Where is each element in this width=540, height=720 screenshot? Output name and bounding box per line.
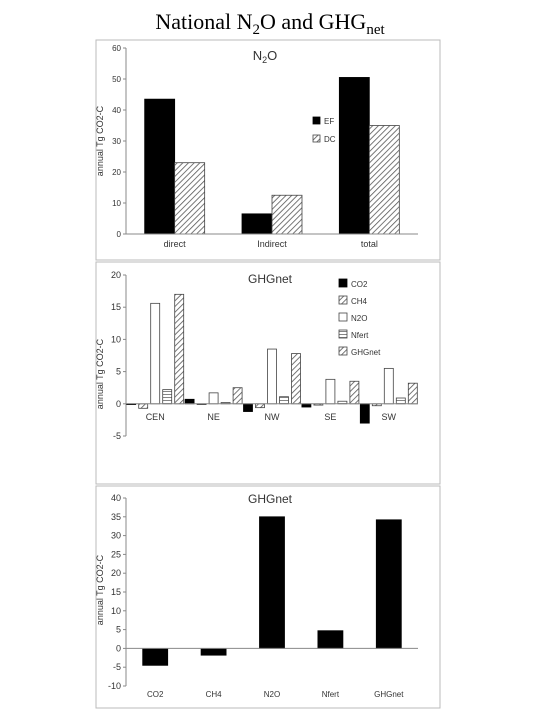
- y-tick-label: 35: [111, 512, 121, 522]
- x-category-label: NW: [265, 412, 280, 422]
- chart-ghgnet-regions: GHGnet annual Tg CO2-C -5 0 5 10 15 20 CEN NE NW…: [95, 261, 441, 485]
- x-category-label: total: [361, 239, 378, 249]
- bar-n2o-cen: [150, 302, 161, 405]
- y-tick-label: 5: [116, 367, 121, 377]
- legend-label: Nfert: [351, 331, 369, 340]
- x-category-label: N2O: [264, 690, 280, 699]
- y-tick-label: 50: [112, 75, 121, 84]
- y-tick-label: 25: [111, 549, 121, 559]
- chart-ghgnet-totals-title: GHGnet: [248, 492, 293, 506]
- bar-ch4-nw: [255, 403, 265, 409]
- legend-label: CH4: [351, 297, 368, 306]
- y-tick-label: 30: [111, 531, 121, 541]
- bar-co2-sw: [359, 403, 370, 424]
- bar-value-ghgnet: [375, 519, 402, 649]
- bar-ghgnet-se: [349, 380, 360, 405]
- x-category-label: SW: [382, 412, 397, 422]
- x-category-label: Indirect: [257, 239, 287, 249]
- bar-ghgnet-ne: [232, 387, 243, 405]
- x-category-label: SE: [324, 412, 336, 422]
- y-tick-label: 10: [111, 606, 121, 616]
- legend: EF DC: [312, 116, 336, 144]
- bar-nfert-sw: [395, 397, 406, 405]
- bar-n2o-se: [325, 378, 336, 405]
- bar-value-ch4: [200, 648, 227, 656]
- chart-ghgnet-totals: GHGnet annual Tg CO2-C -10 -5 0 5 10 15 20 25 30…: [95, 485, 441, 709]
- bar-nfert-nw: [279, 396, 289, 405]
- legend-swatch: [338, 346, 348, 356]
- bar-dc-indirect: [271, 194, 303, 235]
- x-category-label: NE: [207, 412, 220, 422]
- legend-swatch: [312, 116, 321, 125]
- legend-label: EF: [324, 117, 334, 126]
- legend-swatch: [338, 278, 348, 288]
- y-tick-label: 10: [112, 199, 121, 208]
- chart-n2o-title: N2O: [253, 48, 278, 65]
- y-tick-label: 0: [117, 230, 122, 239]
- y-tick-label: 15: [111, 587, 121, 597]
- y-tick-label: 30: [112, 137, 121, 146]
- y-tick-label: 5: [116, 625, 121, 635]
- bar-n2o-ne: [208, 392, 219, 405]
- legend-swatch: [338, 312, 348, 322]
- legend-label: CO2: [351, 280, 368, 289]
- legend-swatch: [312, 134, 321, 143]
- y-tick-label: 0: [116, 399, 121, 409]
- bar-ghgnet-nw: [291, 353, 301, 405]
- legend-swatch: [338, 329, 348, 339]
- y-tick-label: 20: [112, 168, 121, 177]
- y-tick-label: -5: [113, 662, 121, 672]
- y-tick-label: -5: [113, 431, 121, 441]
- chart-n2o: N2O annual Tg CO2-C 0 10 20 30 40 50 60 direct I…: [95, 39, 441, 261]
- legend-label: DC: [324, 135, 336, 144]
- legend-swatch: [338, 295, 348, 305]
- bar-n2o-nw: [267, 348, 277, 405]
- bar-ef-direct: [144, 98, 176, 235]
- bar-value-nfert: [317, 630, 344, 649]
- legend-label: N2O: [351, 314, 367, 323]
- y-tick-label: 40: [112, 106, 121, 115]
- y-tick-label: 20: [111, 568, 121, 578]
- bar-nfert-cen: [162, 389, 173, 405]
- legend-label: GHGnet: [351, 348, 381, 357]
- chart-ghgnet-regions-title: GHGnet: [248, 272, 293, 286]
- chart-ghgnet-totals-ylabel: annual Tg CO2-C: [95, 554, 105, 625]
- y-tick-label: 40: [111, 493, 121, 503]
- y-tick-label: 0: [116, 643, 121, 653]
- bar-ch4-cen: [138, 403, 149, 409]
- bar-value-co2: [142, 648, 169, 666]
- page-title: National N2O and GHGnet: [155, 9, 385, 38]
- bar-n2o-sw: [383, 367, 394, 405]
- bar-dc-total: [368, 125, 400, 235]
- bar-ghgnet-cen: [174, 293, 185, 405]
- legend: CO2 CH4 N2O Nfert GHGnet: [338, 278, 381, 357]
- y-tick-label: 20: [111, 270, 121, 280]
- bar-dc-direct: [174, 162, 206, 235]
- y-tick-label: -10: [108, 681, 121, 691]
- x-category-label: CEN: [146, 412, 165, 422]
- bar-co2-ne: [184, 398, 195, 405]
- x-category-label: GHGnet: [374, 690, 404, 699]
- y-tick-label: 60: [112, 44, 121, 53]
- x-category-label: direct: [164, 239, 187, 249]
- x-category-label: CO2: [147, 690, 164, 699]
- x-category-label: CH4: [206, 690, 223, 699]
- y-tick-label: 15: [111, 302, 121, 312]
- bar-value-n2o: [259, 516, 285, 649]
- bar-ef-indirect: [241, 213, 273, 235]
- chart-n2o-ylabel: annual Tg CO2-C: [95, 105, 105, 176]
- y-tick-label: 10: [111, 334, 121, 344]
- bar-ghgnet-sw: [407, 382, 418, 405]
- x-category-label: Nfert: [322, 690, 340, 699]
- bar-ef-total: [338, 77, 370, 235]
- chart-ghgnet-regions-ylabel: annual Tg CO2-C: [95, 338, 105, 409]
- bar-co2-nw: [243, 403, 253, 412]
